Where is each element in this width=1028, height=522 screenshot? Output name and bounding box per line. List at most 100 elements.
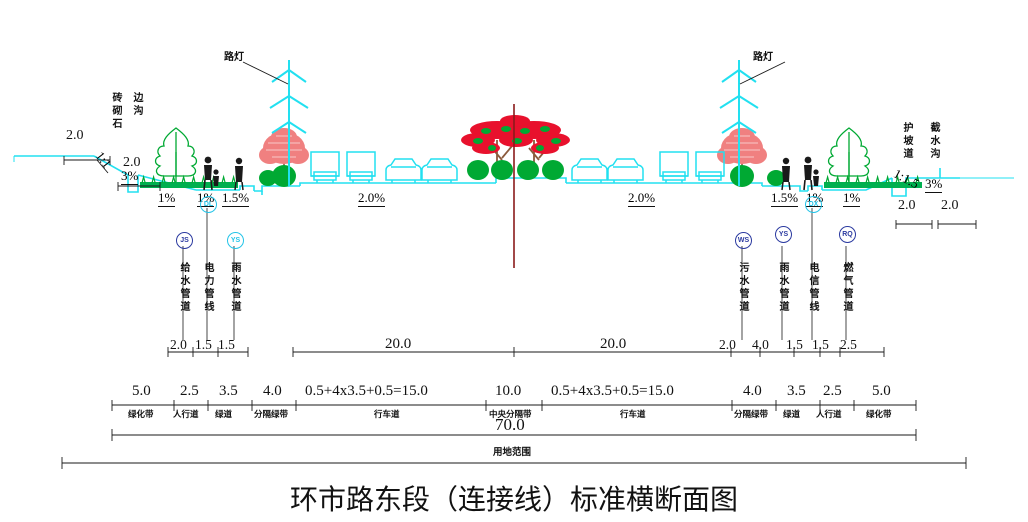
total-dim-row <box>111 429 917 441</box>
grade-right-1: 1.5% <box>771 190 799 207</box>
sec-val-l-2: 2.5 <box>180 383 199 399</box>
pipe-label-ys-left: 雨水管道 <box>229 262 240 314</box>
median-planting <box>461 115 570 180</box>
pedestrian-left-2 <box>213 169 219 186</box>
pipe-label-dl: 电力管线 <box>202 262 213 314</box>
sec-lbl-l-4: 分隔绿带 <box>254 410 289 420</box>
right-dim-b: 2.0 <box>941 198 959 213</box>
left-slope-hatch <box>96 159 109 174</box>
sec-val-l-5: 0.5+4x3.5+0.5=15.0 <box>305 383 428 399</box>
sec-val-l-1: 5.0 <box>132 383 151 399</box>
flowering-tree-left <box>259 128 309 187</box>
pedestrian-right-2 <box>803 156 813 191</box>
grass-strip-left <box>140 182 238 188</box>
sec-lbl-l-3: 绿道 <box>215 410 233 420</box>
streetlight-leader-lines <box>242 61 786 85</box>
sec-val-l-3: 3.5 <box>219 383 238 399</box>
grade-carriageway-right: 2.0% <box>628 190 656 207</box>
sec-val-r-5: 5.0 <box>872 383 891 399</box>
sec-val-r-4: 2.5 <box>823 383 842 399</box>
grass-strip-right <box>824 182 922 188</box>
pipe-dim-right-5: 2.5 <box>840 337 857 352</box>
left-dim-mid: 2.0 <box>123 155 141 170</box>
pipe-marker-dl[interactable]: DL <box>200 196 217 213</box>
pipe-dim-right-3: 1.5 <box>786 337 803 352</box>
vehicle-car-l1 <box>385 158 422 183</box>
sec-val-r-3: 3.5 <box>787 383 806 399</box>
pipe-marker-ys-left[interactable]: YS <box>227 232 244 249</box>
left-edge-dims <box>63 156 161 191</box>
pipe-dim-right-2: 4.0 <box>752 337 769 352</box>
left-dim-top: 2.0 <box>66 128 84 143</box>
pipe-dim-right-4: 1.5 <box>812 337 829 352</box>
total-dim-value: 70.0 <box>495 415 525 434</box>
pipe-label-rq: 燃气管道 <box>841 262 852 314</box>
streetlight-pole-right <box>719 60 759 186</box>
sec-val-r-1: 0.5+4x3.5+0.5=15.0 <box>551 383 674 399</box>
sec-lbl-r-3: 绿道 <box>783 410 801 420</box>
sec-lbl-l-5: 行车道 <box>374 410 400 420</box>
pipe-span-left: 20.0 <box>385 336 412 352</box>
pipe-dim-left-1: 2.0 <box>170 337 187 352</box>
sec-val-r-2: 4.0 <box>743 383 762 399</box>
pipe-leaders-left <box>182 208 235 340</box>
pipe-span-right: 20.0 <box>600 336 627 352</box>
ground-baseline <box>13 156 1014 179</box>
pipe-label-ws: 污水管道 <box>737 262 748 314</box>
interception-ditch-label: 截水沟 <box>928 122 939 161</box>
pipe-marker-js[interactable]: JS <box>176 232 193 249</box>
pipe-dim-right-1: 2.0 <box>719 337 736 352</box>
cross-section-graphic <box>13 60 1014 469</box>
conifer-tree-left <box>154 127 198 182</box>
vehicle-car-l2 <box>421 158 458 183</box>
pipe-label-js: 给水管道 <box>178 262 189 314</box>
pipe-dim-left-2: 1.5 <box>195 337 212 352</box>
slope-protection-label: 护坡道 <box>901 122 912 161</box>
pedestrian-left-1 <box>203 156 213 191</box>
section-dim-row <box>111 400 917 411</box>
streetlight-pole-left <box>269 60 309 186</box>
streetlight-label-right: 路灯 <box>753 52 773 63</box>
landuse-dim-row <box>61 457 967 469</box>
pedestrian-left-3 <box>234 157 244 191</box>
right-edge-grade: 3% <box>925 176 943 193</box>
sec-lbl-l-2: 人行道 <box>173 410 199 420</box>
sec-lbl-r-1: 行车道 <box>620 410 646 420</box>
pipe-dim-left-3: 1.5 <box>218 337 235 352</box>
grade-left-3: 1.5% <box>222 190 250 207</box>
pipe-marker-dx[interactable]: DX <box>805 196 822 213</box>
vehicle-car-r2 <box>607 158 644 183</box>
grade-carriageway-left: 2.0% <box>358 190 386 207</box>
sec-lbl-r-5: 绿化带 <box>866 410 892 420</box>
pipe-label-dx: 电信管线 <box>807 262 818 314</box>
vehicle-truck-r1 <box>659 151 689 183</box>
pipe-dim-row <box>167 347 885 357</box>
brick-ditch-label-1: 砖砌石 <box>110 92 121 131</box>
pipe-label-ys-right: 雨水管道 <box>777 262 788 314</box>
sec-lbl-center: 中央分隔带 <box>489 410 532 420</box>
streetlight-label-left: 路灯 <box>224 52 244 63</box>
grade-left-1: 1% <box>158 190 176 207</box>
right-edge-dims <box>895 220 977 229</box>
sec-val-l-4: 4.0 <box>263 383 282 399</box>
pedestrian-right-3 <box>813 169 819 186</box>
shrub-row-right <box>767 170 785 186</box>
pipe-leaders-right <box>741 208 847 340</box>
sec-val-center: 10.0 <box>495 383 522 399</box>
vehicle-truck-r2 <box>695 151 725 183</box>
grade-right-3: 1% <box>843 190 861 207</box>
landuse-label: 用地范围 <box>493 447 532 458</box>
pipe-marker-ws[interactable]: WS <box>735 232 752 249</box>
brick-ditch-label-2: 边沟 <box>131 92 142 118</box>
vehicle-car-r1 <box>571 158 608 183</box>
conifer-tree-right <box>827 127 871 182</box>
pipe-marker-rq[interactable]: RQ <box>839 226 856 243</box>
flowering-tree-right <box>717 128 767 187</box>
left-edge-grade: 3% <box>121 168 139 185</box>
sec-lbl-r-4: 人行道 <box>816 410 842 420</box>
pipe-marker-ys-right[interactable]: YS <box>775 226 792 243</box>
right-dim-a: 2.0 <box>898 198 916 213</box>
vehicle-truck-l2 <box>346 151 376 183</box>
pedestrian-right-1 <box>781 157 791 191</box>
